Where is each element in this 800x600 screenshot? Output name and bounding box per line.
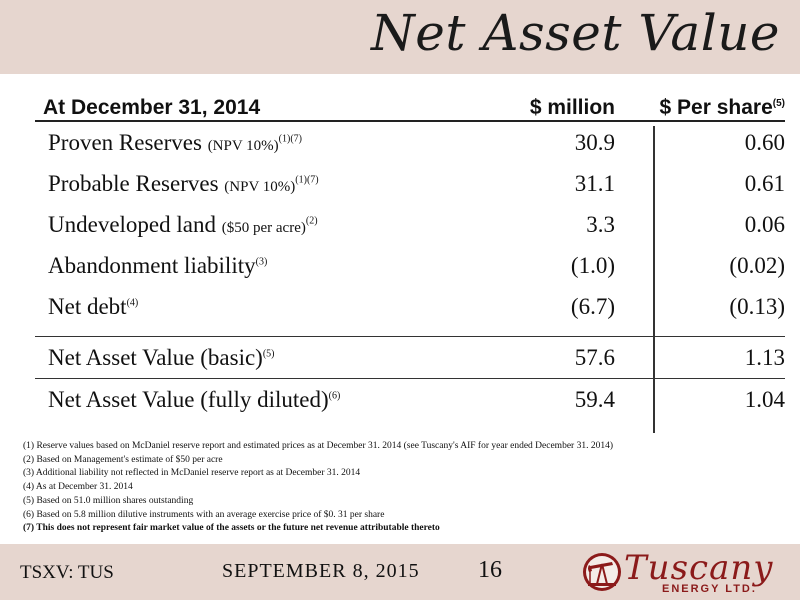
ticker-symbol: TSXV: TUS (20, 562, 114, 583)
row-note: ($50 per acre) (221, 219, 306, 236)
table-row-nav-fully-diluted: Net Asset Value (fully diluted)(6) 59.4 … (35, 378, 785, 420)
footnote-5: (5) Based on 51.0 million shares outstan… (23, 495, 194, 506)
page-title: Net Asset Value (371, 4, 780, 62)
row-million-value: (6.7) (570, 293, 615, 319)
table-row-undeveloped-land: Undeveloped land ($50 per acre)(2) 3.3 0… (35, 204, 785, 245)
column-header-per-share: $ Per share(5) (615, 96, 785, 120)
logo-wordmark: Tuscany (624, 548, 774, 588)
row-label: Undeveloped land (48, 211, 216, 237)
footnote-1: (1) Reserve values based on McDaniel res… (23, 441, 613, 451)
table-row-net-debt: Net debt(4) (6.7) (0.13) (35, 286, 785, 327)
nav-table: At December 31, 2014 $ million $ Per sha… (35, 86, 785, 420)
row-note: (NPV 10%) (224, 178, 296, 195)
row-footnote-ref: (5) (262, 347, 275, 359)
row-per-share-value: (0.02) (729, 252, 785, 278)
row-label: Net debt (48, 293, 127, 319)
table-row-nav-basic: Net Asset Value (basic)(5) 57.6 1.13 (35, 336, 785, 378)
row-per-share-value: 1.13 (744, 344, 785, 370)
row-million-value: (1.0) (570, 252, 615, 278)
presentation-date: SEPTEMBER 8, 2015 (222, 560, 420, 582)
footnote-4: (4) As at December 31. 2014 (23, 482, 133, 493)
table-row-abandonment-liability: Abandonment liability(3) (1.0) (0.02) (35, 245, 785, 286)
footnote-3: (3) Additional liability not reflected i… (23, 468, 361, 479)
table-row-probable-reserves: Probable Reserves (NPV 10%)(1)(7) 31.1 0… (35, 163, 785, 204)
footnote-6: (6) Based on 5.8 million dilutive instru… (23, 509, 385, 520)
page-number: 16 (478, 557, 502, 583)
column-divider (653, 126, 655, 433)
row-label: Net Asset Value (basic) (48, 344, 263, 370)
title-band (0, 0, 800, 74)
footnote-2: (2) Based on Management's estimate of $5… (23, 454, 223, 465)
row-footnote-ref: (4) (126, 296, 139, 308)
row-per-share-value: 1.04 (744, 386, 785, 412)
logo-subtitle: ENERGY LTD. (662, 583, 757, 595)
row-footnote-ref: (6) (328, 389, 341, 401)
row-million-value: 30.9 (574, 129, 615, 155)
row-label: Probable Reserves (48, 170, 219, 196)
row-footnote-ref: (1)(7) (278, 132, 302, 144)
row-footnote-ref: (3) (255, 255, 268, 267)
column-header-million: $ million (529, 96, 615, 119)
column-header-date: At December 31, 2014 (43, 96, 261, 119)
footnote-7: (7) This does not represent fair market … (23, 523, 440, 534)
row-million-value: 59.4 (574, 386, 615, 412)
table-row-proven-reserves: Proven Reserves (NPV 10%)(1)(7) 30.9 0.6… (35, 122, 785, 163)
company-logo: Tuscany ENERGY LTD. (582, 548, 792, 596)
column-header-per-share-label: $ Per share (659, 96, 773, 119)
row-footnote-ref: (2) (305, 214, 318, 226)
row-million-value: 31.1 (574, 170, 615, 196)
per-share-footnote-ref: (5) (772, 98, 785, 109)
row-per-share-value: (0.13) (729, 293, 785, 319)
row-per-share-value: 0.61 (744, 170, 785, 196)
footnotes: (1) Reserve values based on McDaniel res… (23, 440, 783, 536)
row-label: Proven Reserves (48, 129, 202, 155)
row-million-value: 3.3 (586, 211, 615, 237)
row-million-value: 57.6 (574, 344, 615, 370)
row-per-share-value: 0.60 (744, 129, 785, 155)
row-label: Net Asset Value (fully diluted) (48, 386, 329, 412)
row-footnote-ref: (1)(7) (295, 173, 319, 185)
row-label: Abandonment liability (48, 252, 256, 278)
footer-band (0, 544, 800, 600)
pumpjack-icon (583, 553, 621, 591)
row-per-share-value: 0.06 (744, 211, 785, 237)
row-note: (NPV 10%) (207, 137, 279, 154)
table-header: At December 31, 2014 $ million $ Per sha… (35, 86, 785, 122)
